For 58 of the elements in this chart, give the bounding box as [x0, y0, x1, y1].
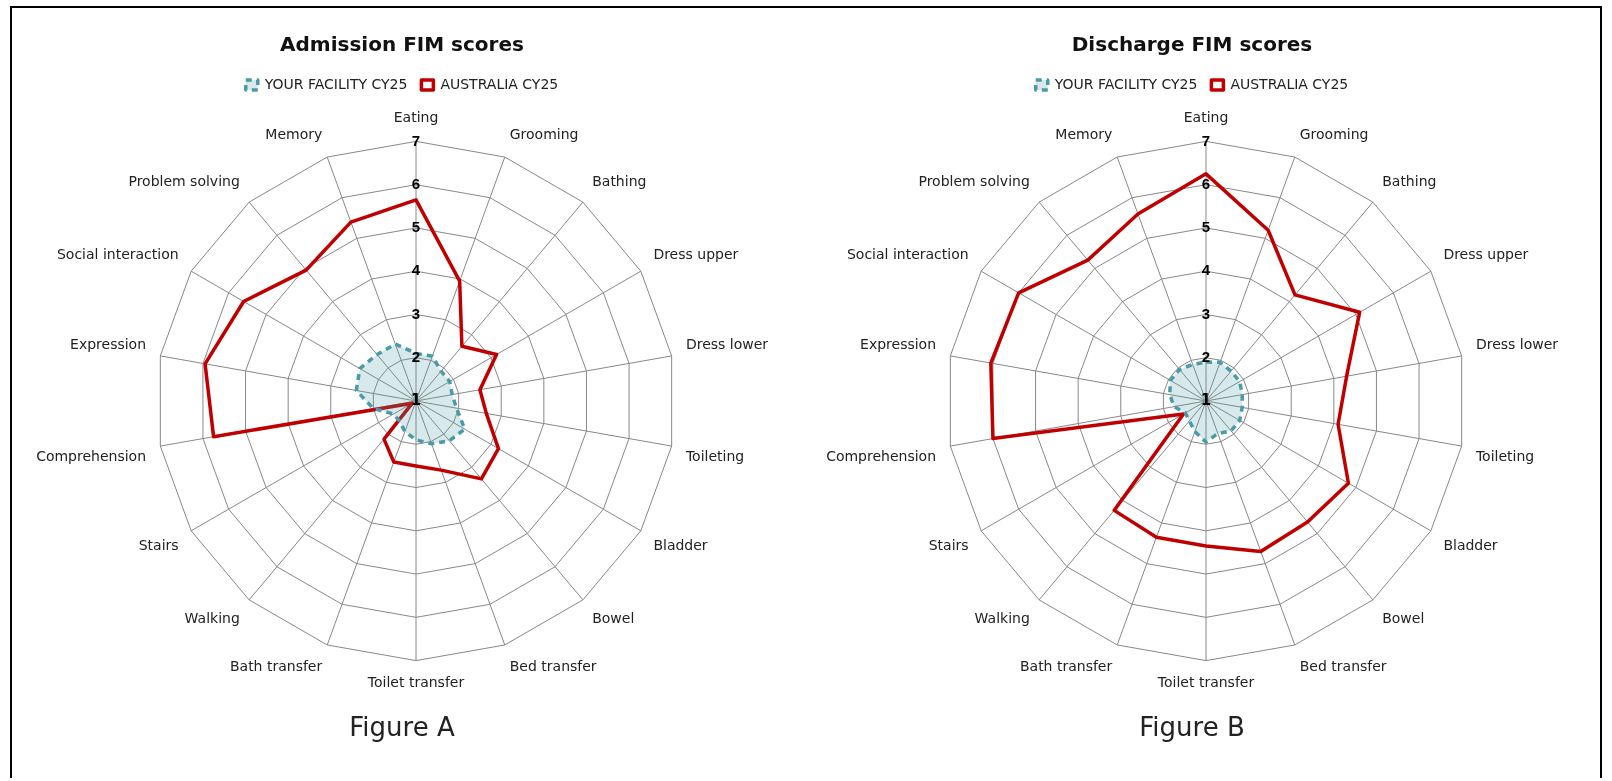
chart-title: Admission FIM scores: [280, 32, 524, 57]
spoke-label: Bed transfer: [509, 657, 597, 674]
spoke-label: Eating: [393, 109, 439, 126]
legend-label: YOUR FACILITY CY25: [1053, 75, 1198, 92]
y-tick-label: 3: [411, 304, 421, 322]
spoke-label: Bladder: [653, 537, 708, 554]
spoke-label: Bed transfer: [1299, 657, 1387, 674]
spoke-label: Eating: [1183, 109, 1229, 126]
spoke-label: Bowel: [1382, 610, 1425, 627]
spoke-label: Memory: [1055, 125, 1113, 142]
spoke-label: Dress upper: [1443, 246, 1529, 263]
spoke-label: Bath transfer: [1019, 657, 1113, 674]
y-tick-label: 6: [1201, 174, 1211, 192]
spoke-label: Problem solving: [128, 173, 240, 190]
spoke-label: Grooming: [1299, 125, 1369, 142]
spoke-label: Bladder: [1443, 537, 1498, 554]
y-tick-label: 4: [411, 261, 421, 279]
spoke-label: Memory: [265, 125, 323, 142]
spoke-label: Stairs: [138, 537, 179, 554]
y-tick-label: 5: [411, 218, 421, 236]
y-tick-label: 7: [411, 131, 421, 149]
spoke-label: Walking: [184, 610, 240, 627]
spoke-label: Stairs: [928, 537, 969, 554]
spoke-label: Social interaction: [846, 246, 969, 263]
legend-label: YOUR FACILITY CY25: [263, 75, 408, 92]
spoke-label: Toileting: [684, 447, 745, 464]
spoke-label: Problem solving: [918, 173, 1030, 190]
y-tick-label: 4: [1201, 261, 1211, 279]
spoke-label: Toilet transfer: [1156, 674, 1255, 691]
spoke-label: Comprehension: [826, 447, 937, 464]
spoke-label: Comprehension: [36, 447, 147, 464]
spoke-label: Dress lower: [1475, 335, 1559, 352]
spoke-label: Grooming: [509, 125, 579, 142]
y-tick-label: 1: [1200, 390, 1212, 409]
spoke-label: Toilet transfer: [366, 674, 465, 691]
spoke-label: Expression: [70, 335, 147, 352]
spoke-label: Toileting: [1474, 447, 1535, 464]
y-tick-label: 2: [1201, 347, 1211, 365]
chart-title: Discharge FIM scores: [1071, 32, 1313, 57]
legend-label: AUSTRALIA CY25: [1230, 75, 1349, 92]
y-tick-label: 3: [1201, 304, 1211, 322]
spoke-label: Dress lower: [685, 335, 769, 352]
text: Figure B: [1138, 712, 1246, 742]
y-tick-label: 2: [411, 347, 421, 365]
text: Figure A: [348, 712, 456, 742]
spoke-label: Bath transfer: [229, 657, 323, 674]
spoke-label: Bathing: [592, 173, 647, 190]
y-tick-label: 1: [410, 390, 422, 409]
y-tick-label: 5: [1201, 218, 1211, 236]
spoke-label: Dress upper: [653, 246, 739, 263]
spoke-label: Expression: [860, 335, 937, 352]
y-tick-label: 7: [1201, 131, 1211, 149]
legend-label: AUSTRALIA CY25: [440, 75, 559, 92]
spoke-label: Walking: [974, 610, 1030, 627]
spoke-label: Social interaction: [56, 246, 179, 263]
spoke-label: Bathing: [1382, 173, 1437, 190]
spoke-label: Bowel: [592, 610, 635, 627]
y-tick-label: 6: [411, 174, 421, 192]
